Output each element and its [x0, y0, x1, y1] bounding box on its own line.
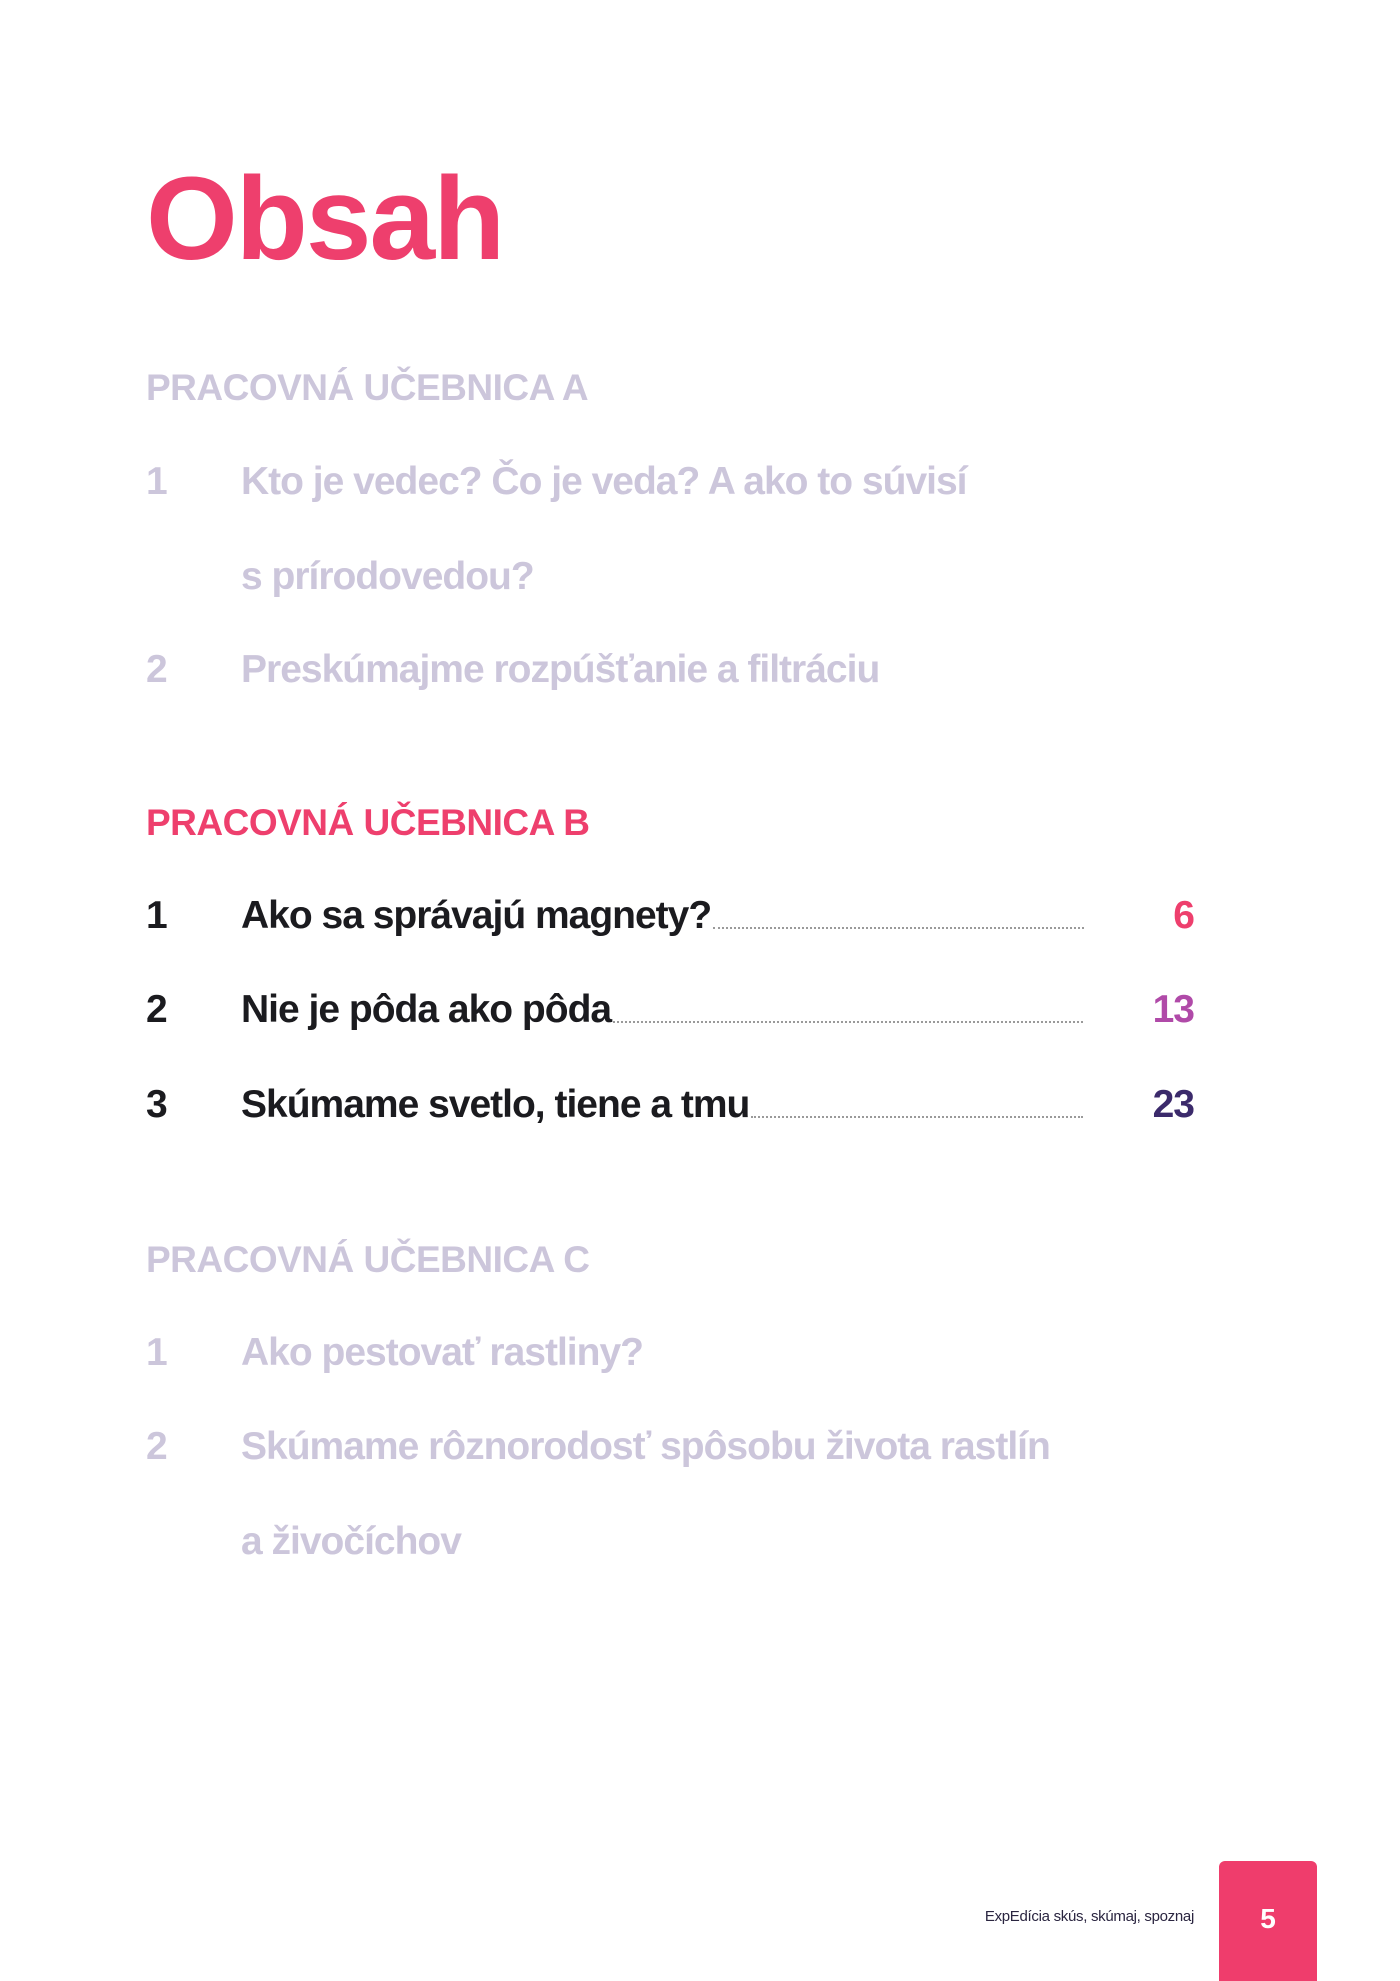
page-number-badge: 5: [1219, 1861, 1317, 1981]
toc-item-b2[interactable]: 2 Nie je pôda ako pôda 13: [146, 985, 1195, 1035]
item-number: 1: [146, 1331, 168, 1374]
item-title-line2: a živočíchov: [241, 1520, 462, 1563]
toc-item-a1: 1 Kto je vedec? Čo je veda? A ako to súv…: [146, 457, 1194, 507]
item-title[interactable]: Skúmame svetlo, tiene a tmu: [241, 1083, 750, 1126]
item-title: Preskúmajme rozpúšťanie a filtráciu: [241, 648, 880, 691]
toc-item-c1: 1 Ako pestovať rastliny?: [146, 1328, 1194, 1378]
page-number[interactable]: 13: [1152, 988, 1195, 1031]
item-title[interactable]: Ako sa správajú magnety?: [241, 894, 712, 937]
toc-item-b3[interactable]: 3 Skúmame svetlo, tiene a tmu 23: [146, 1080, 1195, 1130]
item-number: 3: [146, 1083, 168, 1126]
toc-item-a2: 2 Preskúmajme rozpúšťanie a filtráciu: [146, 645, 1194, 695]
item-title: Kto je vedec? Čo je veda? A ako to súvis…: [241, 460, 967, 503]
item-number: 1: [146, 894, 168, 937]
section-heading-c: PRACOVNÁ UČEBNICA C: [146, 1239, 590, 1280]
item-title-line2: s prírodovedou?: [241, 555, 535, 598]
footer-book-title: ExpEdícia skús, skúmaj, spoznaj: [984, 1908, 1194, 1925]
toc-item-c2: 2 Skúmame rôznorodosť spôsobu života ras…: [146, 1422, 1194, 1472]
item-number: 1: [146, 460, 168, 503]
page-number-label: 5: [1260, 1903, 1276, 1934]
section-heading-a: PRACOVNÁ UČEBNICA A: [146, 367, 589, 408]
item-number: 2: [146, 1425, 168, 1468]
toc-item-a1-continued: s prírodovedou?: [146, 552, 1194, 602]
page-number[interactable]: 23: [1152, 1083, 1195, 1126]
page-title: Obsah: [146, 153, 505, 285]
dot-leader: [613, 1020, 1083, 1023]
toc-item-c2-continued: a živočíchov: [146, 1517, 1194, 1567]
item-title[interactable]: Nie je pôda ako pôda: [241, 988, 612, 1031]
toc-item-b1[interactable]: 1 Ako sa správajú magnety? 6: [146, 891, 1195, 941]
item-number: 2: [146, 988, 168, 1031]
section-heading-b: PRACOVNÁ UČEBNICA B: [146, 802, 590, 843]
page-number[interactable]: 6: [1173, 894, 1195, 937]
dot-leader: [713, 926, 1084, 929]
item-number: 2: [146, 648, 168, 691]
item-title: Ako pestovať rastliny?: [241, 1331, 644, 1374]
item-title: Skúmame rôznorodosť spôsobu života rastl…: [241, 1425, 1051, 1468]
dot-leader: [751, 1115, 1083, 1118]
